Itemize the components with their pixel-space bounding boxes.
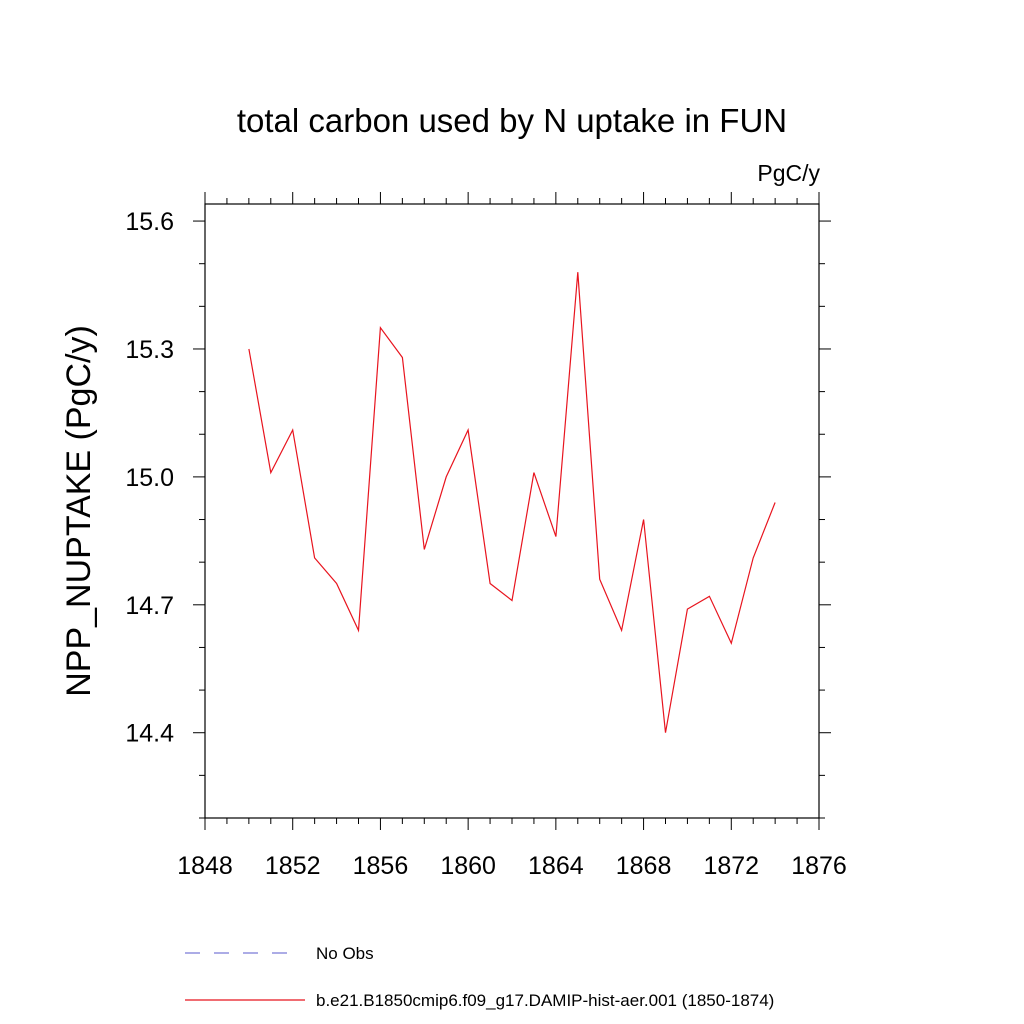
x-tick-labels: 1848 1852 1856 1860 1864 1868 1872 1876 [177,852,847,880]
y-tick-labels: 14.4 14.7 15.0 15.3 15.6 [125,208,174,748]
x-tick-label: 1872 [703,852,759,880]
y-tick-label: 15.0 [125,464,174,492]
x-tick-label: 1860 [440,852,496,880]
x-tick-label: 1856 [353,852,409,880]
plot-frame [204,203,820,819]
x-tick-label: 1876 [791,852,847,880]
legend-label-no-obs: No Obs [316,944,374,963]
x-tick-label: 1852 [265,852,321,880]
series-group [248,272,776,733]
chart-title: total carbon used by N uptake in FUN [237,102,787,139]
y-tick-label: 15.3 [125,336,174,364]
series-line [248,272,776,733]
y-tick-label: 14.4 [125,720,174,748]
y-tick-label: 15.6 [125,208,174,236]
axis-ticks [193,192,831,830]
x-tick-label: 1868 [616,852,672,880]
legend: No Obs b.e21.B1850cmip6.f09_g17.DAMIP-hi… [185,944,774,1010]
x-tick-label: 1864 [528,852,584,880]
units-label: PgC/y [757,160,820,186]
y-tick-label: 14.7 [125,592,174,620]
x-tick-label: 1848 [177,852,233,880]
legend-label-model: b.e21.B1850cmip6.f09_g17.DAMIP-hist-aer.… [316,991,774,1010]
y-axis-label: NPP_NUPTAKE (PgC/y) [60,325,98,697]
